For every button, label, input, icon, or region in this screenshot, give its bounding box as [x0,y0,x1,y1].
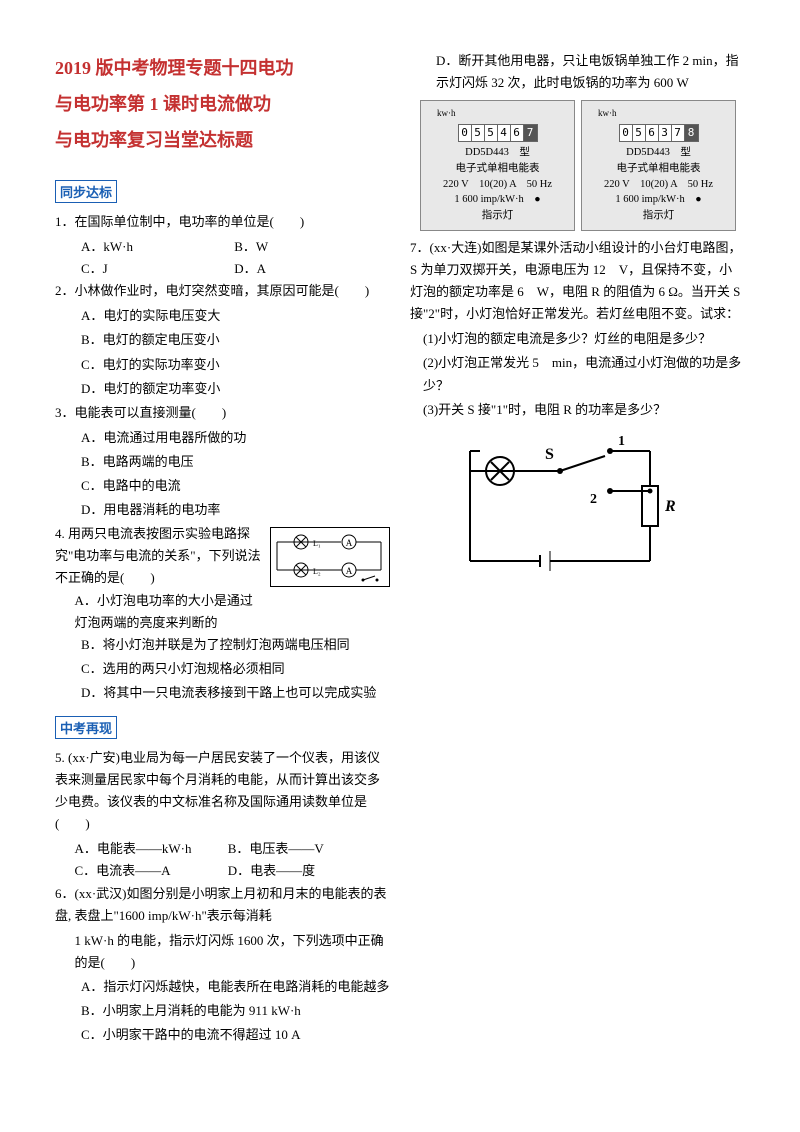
q7-text: 7．(xx·大连)如图是某课外活动小组设计的小台灯电路图，S 为单刀双掷开关，电… [410,237,745,325]
q2-opt-a: A．电灯的实际电压变大 [55,305,390,327]
q7-sub1: (1)小灯泡的额定电流是多少？灯丝的电阻是多少？ [410,328,745,350]
q3-opt-c: C．电路中的电流 [55,475,390,497]
q6-opt-c: C．小明家干路中的电流不得超过 10 A [55,1024,390,1046]
section-tag-exam: 中考再现 [55,716,117,739]
q4-opt-c: C．选用的两只小灯泡规格必须相同 [55,658,390,680]
svg-text:A: A [346,566,353,576]
q4-opt-a: A．小灯泡电功率的大小是通过灯泡两端的亮度来判断的 [55,590,390,634]
q1-text: 1．在国际单位制中，电功率的单位是( ) [55,211,390,233]
q1-opt-c: C．J [81,258,231,280]
q6-meter-diagrams: kw·h 055467 DD5D443 型 电子式单相电能表 220 V 10(… [420,100,745,231]
svg-text:A: A [346,538,353,548]
svg-text:S: S [545,446,554,463]
svg-text:L₁: L₁ [313,539,321,548]
q2-opt-c: C．电灯的实际功率变小 [55,354,390,376]
q1-opt-b: B．W [234,239,268,254]
svg-text:L₂: L₂ [313,567,321,576]
q3-opt-a: A．电流通过用电器所做的功 [55,427,390,449]
section-tag-sync: 同步达标 [55,180,117,203]
q5-opt-d: D．电表——度 [228,863,315,878]
q5-opt-a: A．电能表——kW·h [75,838,225,860]
title-line-3: 与电功率复习当堂达标题 [55,122,390,158]
q7-sub3: (3)开关 S 接"1"时，电阻 R 的功率是多少？ [410,399,745,421]
q3-opt-b: B．电路两端的电压 [55,451,390,473]
svg-text:R: R [664,498,676,515]
q4-opt-d: D．将其中一只电流表移接到干路上也可以完成实验 [55,682,390,704]
meter-box-2: kw·h 056378 DD5D443 型 电子式单相电能表 220 V 10(… [581,100,736,231]
q3-opt-d: D．用电器消耗的电功率 [55,499,390,521]
q2-opt-d: D．电灯的额定功率变小 [55,378,390,400]
q1-opt-d: D．A [234,261,266,276]
svg-text:2: 2 [590,492,597,507]
q6-opt-b: B．小明家上月消耗的电能为 911 kW·h [55,1000,390,1022]
q2-opt-b: B．电灯的额定电压变小 [55,329,390,351]
q6-text: 6．(xx·武汉)如图分别是小明家上月初和月末的电能表的表盘, 表盘上"1600… [55,883,390,927]
title-line-2: 与电功率第 1 课时电流做功 [55,86,390,122]
q7-sub2: (2)小灯泡正常发光 5 min，电流通过小灯泡做的功是多少？ [410,352,745,396]
q5-text: 5. (xx·广安)电业局为每一户居民安装了一个仪表，用该仪表来测量居民家中每个… [55,747,390,835]
meter-reading-1: 055467 [458,124,538,143]
q7-circuit-diagram: R 1 2 S [450,431,745,585]
meter-box-1: kw·h 055467 DD5D443 型 电子式单相电能表 220 V 10(… [420,100,575,231]
meter-reading-2: 056378 [619,124,699,143]
svg-text:1: 1 [618,434,625,449]
title-line-1: 2019 版中考物理专题十四电功 [55,50,390,86]
q6-opt-a: A．指示灯闪烁越快，电能表所在电路消耗的电能越多 [55,976,390,998]
q6-opt-d: D．断开其他用电器，只让电饭锅单独工作 2 min，指示灯闪烁 32 次，此时电… [410,50,745,94]
q3-text: 3．电能表可以直接测量( ) [55,402,390,424]
q4-opt-b: B．将小灯泡并联是为了控制灯泡两端电压相同 [55,634,390,656]
q6-text2: 1 kW·h 的电能，指示灯闪烁 1600 次，下列选项中正确的是( ) [55,930,390,974]
q4-circuit-diagram: A A L₁ L₂ [270,527,390,587]
q1-opt-a: A．kW·h [81,236,231,258]
q5-opt-c: C．电流表——A [75,860,225,882]
q5-opt-b: B．电压表——V [228,841,324,856]
q2-text: 2．小林做作业时，电灯突然变暗，其原因可能是( ) [55,280,390,302]
